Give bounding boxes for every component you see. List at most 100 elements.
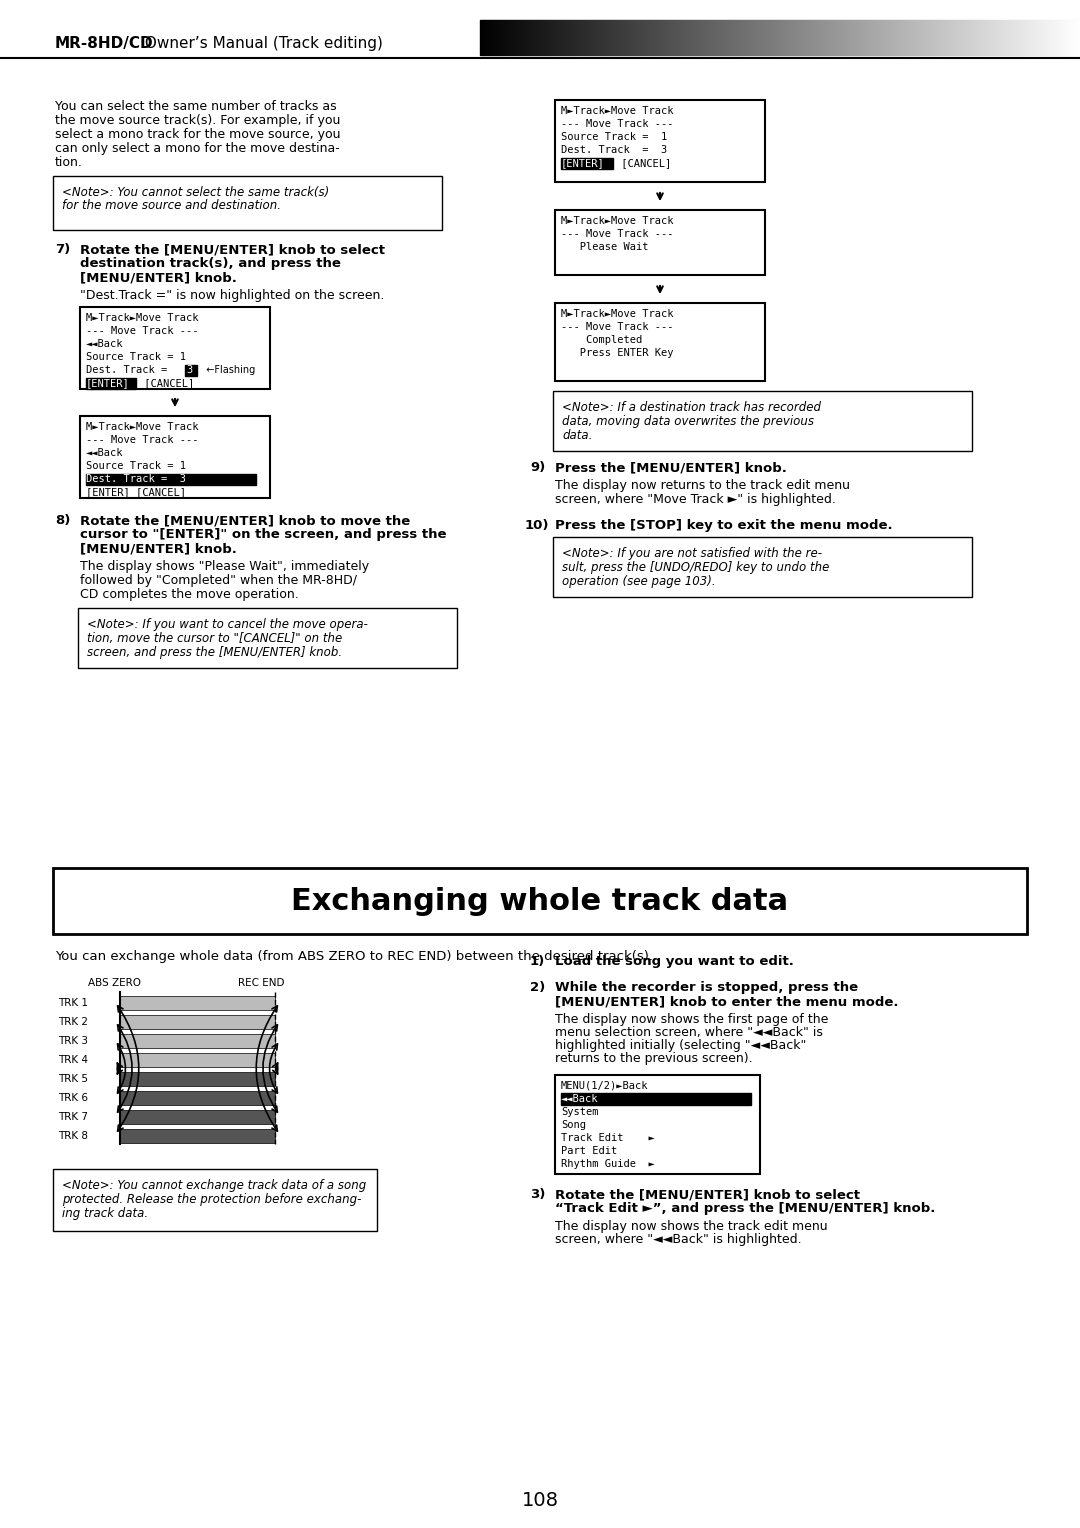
- Text: protected. Release the protection before exchang-: protected. Release the protection before…: [62, 1193, 362, 1206]
- Bar: [86, 377, 136, 390]
- Text: Source Track = 1: Source Track = 1: [86, 461, 186, 471]
- FancyBboxPatch shape: [555, 1076, 760, 1174]
- FancyBboxPatch shape: [53, 1169, 377, 1232]
- Text: Press the [STOP] key to exit the menu mode.: Press the [STOP] key to exit the menu mo…: [555, 520, 893, 532]
- Text: MR-8HD/CD: MR-8HD/CD: [55, 35, 153, 50]
- Text: The display shows "Please Wait", immediately: The display shows "Please Wait", immedia…: [80, 559, 369, 573]
- Bar: [120, 1073, 275, 1086]
- Text: Source Track =  1: Source Track = 1: [561, 131, 667, 142]
- Text: Rotate the [MENU/ENTER] knob to move the: Rotate the [MENU/ENTER] knob to move the: [80, 513, 410, 527]
- Text: 2): 2): [530, 981, 545, 995]
- Text: TRK 1: TRK 1: [58, 998, 87, 1008]
- Text: <Note>: If you want to cancel the move opera-: <Note>: If you want to cancel the move o…: [87, 617, 368, 631]
- Text: Please Wait: Please Wait: [561, 241, 648, 252]
- Text: Dest. Track =: Dest. Track =: [86, 365, 179, 374]
- Text: TRK 4: TRK 4: [58, 1054, 87, 1065]
- Bar: [120, 1091, 275, 1105]
- Text: 7): 7): [55, 243, 70, 257]
- Text: <Note>: You cannot select the same track(s): <Note>: You cannot select the same track…: [62, 186, 329, 199]
- Text: highlighted initially (selecting "◄◄Back": highlighted initially (selecting "◄◄Back…: [555, 1039, 807, 1051]
- Text: menu selection screen, where "◄◄Back" is: menu selection screen, where "◄◄Back" is: [555, 1025, 823, 1039]
- Text: Exchanging whole track data: Exchanging whole track data: [292, 886, 788, 915]
- Text: followed by "Completed" when the MR-8HD/: followed by "Completed" when the MR-8HD/: [80, 575, 357, 587]
- Text: <Note>: You cannot exchange track data of a song: <Note>: You cannot exchange track data o…: [62, 1180, 366, 1192]
- Text: <Note>: If a destination track has recorded: <Note>: If a destination track has recor…: [562, 400, 821, 414]
- Text: While the recorder is stopped, press the: While the recorder is stopped, press the: [555, 981, 859, 995]
- Bar: [120, 996, 275, 1010]
- Text: TRK 2: TRK 2: [58, 1018, 87, 1027]
- Bar: [120, 1053, 275, 1067]
- Text: Part Edit: Part Edit: [561, 1146, 618, 1157]
- Text: M►Track►Move Track: M►Track►Move Track: [561, 309, 674, 319]
- Text: M►Track►Move Track: M►Track►Move Track: [561, 215, 674, 226]
- FancyBboxPatch shape: [53, 176, 442, 231]
- Text: cursor to "[ENTER]" on the screen, and press the: cursor to "[ENTER]" on the screen, and p…: [80, 529, 446, 541]
- Text: 10): 10): [525, 520, 550, 532]
- Text: [ENTER]: [ENTER]: [561, 157, 605, 168]
- Text: "Dest.Track =" is now highlighted on the screen.: "Dest.Track =" is now highlighted on the…: [80, 289, 384, 303]
- Text: 108: 108: [522, 1490, 558, 1510]
- Text: select a mono track for the move source, you: select a mono track for the move source,…: [55, 128, 340, 141]
- FancyBboxPatch shape: [553, 391, 972, 451]
- Text: operation (see page 103).: operation (see page 103).: [562, 575, 716, 588]
- Bar: [120, 1034, 275, 1048]
- FancyBboxPatch shape: [555, 99, 765, 182]
- Text: Dest. Track =  3: Dest. Track = 3: [86, 474, 186, 484]
- Text: --- Move Track ---: --- Move Track ---: [561, 119, 674, 128]
- Text: ◄◄Back: ◄◄Back: [561, 1094, 598, 1105]
- Text: Completed: Completed: [561, 335, 643, 345]
- Text: Load the song you want to edit.: Load the song you want to edit.: [555, 955, 794, 969]
- Text: screen, where "◄◄Back" is highlighted.: screen, where "◄◄Back" is highlighted.: [555, 1233, 801, 1245]
- Text: Rotate the [MENU/ENTER] knob to select: Rotate the [MENU/ENTER] knob to select: [80, 243, 384, 257]
- Text: Press the [MENU/ENTER] knob.: Press the [MENU/ENTER] knob.: [555, 461, 787, 474]
- Text: --- Move Track ---: --- Move Track ---: [86, 325, 199, 336]
- Text: [ENTER]: [ENTER]: [86, 377, 130, 388]
- Text: --- Move Track ---: --- Move Track ---: [561, 322, 674, 332]
- Text: the move source track(s). For example, if you: the move source track(s). For example, i…: [55, 115, 340, 127]
- Text: Rotate the [MENU/ENTER] knob to select: Rotate the [MENU/ENTER] knob to select: [555, 1187, 860, 1201]
- Text: Dest. Track  =  3: Dest. Track = 3: [561, 145, 667, 154]
- Text: [ENTER] [CANCEL]: [ENTER] [CANCEL]: [86, 487, 186, 497]
- Text: TRK 3: TRK 3: [58, 1036, 87, 1047]
- Text: 1): 1): [530, 955, 545, 969]
- Bar: [561, 157, 613, 170]
- Text: Rhythm Guide  ►: Rhythm Guide ►: [561, 1160, 654, 1169]
- Text: [MENU/ENTER] knob to enter the menu mode.: [MENU/ENTER] knob to enter the menu mode…: [555, 995, 899, 1008]
- Bar: [561, 1093, 751, 1105]
- Text: <Note>: If you are not satisfied with the re-: <Note>: If you are not satisfied with th…: [562, 547, 822, 559]
- Text: Source Track = 1: Source Track = 1: [86, 351, 186, 362]
- FancyBboxPatch shape: [553, 536, 972, 597]
- Text: screen, and press the [MENU/ENTER] knob.: screen, and press the [MENU/ENTER] knob.: [87, 646, 342, 659]
- FancyBboxPatch shape: [80, 416, 270, 498]
- Bar: [86, 474, 256, 484]
- Text: TRK 8: TRK 8: [58, 1131, 87, 1141]
- FancyBboxPatch shape: [80, 307, 270, 390]
- Text: CD completes the move operation.: CD completes the move operation.: [80, 588, 299, 601]
- Text: “Track Edit ►”, and press the [MENU/ENTER] knob.: “Track Edit ►”, and press the [MENU/ENTE…: [555, 1203, 935, 1215]
- Text: M►Track►Move Track: M►Track►Move Track: [86, 313, 199, 322]
- FancyBboxPatch shape: [555, 303, 765, 380]
- Text: ◄◄Back: ◄◄Back: [86, 448, 123, 458]
- Text: Track Edit    ►: Track Edit ►: [561, 1132, 654, 1143]
- Text: screen, where "Move Track ►" is highlighted.: screen, where "Move Track ►" is highligh…: [555, 494, 836, 506]
- Text: sult, press the [UNDO/REDO] key to undo the: sult, press the [UNDO/REDO] key to undo …: [562, 561, 829, 575]
- Text: [CANCEL]: [CANCEL]: [615, 157, 672, 168]
- FancyBboxPatch shape: [53, 868, 1027, 934]
- Text: MENU(1/2)►Back: MENU(1/2)►Back: [561, 1080, 648, 1091]
- Text: TRK 7: TRK 7: [58, 1112, 87, 1122]
- FancyBboxPatch shape: [555, 209, 765, 275]
- Text: M►Track►Move Track: M►Track►Move Track: [86, 422, 199, 432]
- Text: 9): 9): [530, 461, 545, 474]
- Text: 3: 3: [186, 365, 192, 374]
- Text: data, moving data overwrites the previous: data, moving data overwrites the previou…: [562, 416, 814, 428]
- Text: Owner’s Manual (Track editing): Owner’s Manual (Track editing): [140, 35, 383, 50]
- Text: 3): 3): [530, 1187, 545, 1201]
- Text: The display now shows the first page of the: The display now shows the first page of …: [555, 1013, 828, 1025]
- FancyBboxPatch shape: [78, 608, 457, 668]
- Text: ←Flashing: ←Flashing: [200, 365, 255, 374]
- Text: TRK 6: TRK 6: [58, 1093, 87, 1103]
- Text: The display now shows the track edit menu: The display now shows the track edit men…: [555, 1219, 827, 1233]
- Text: Song: Song: [561, 1120, 586, 1131]
- Text: M►Track►Move Track: M►Track►Move Track: [561, 105, 674, 116]
- Text: [CANCEL]: [CANCEL]: [138, 377, 194, 388]
